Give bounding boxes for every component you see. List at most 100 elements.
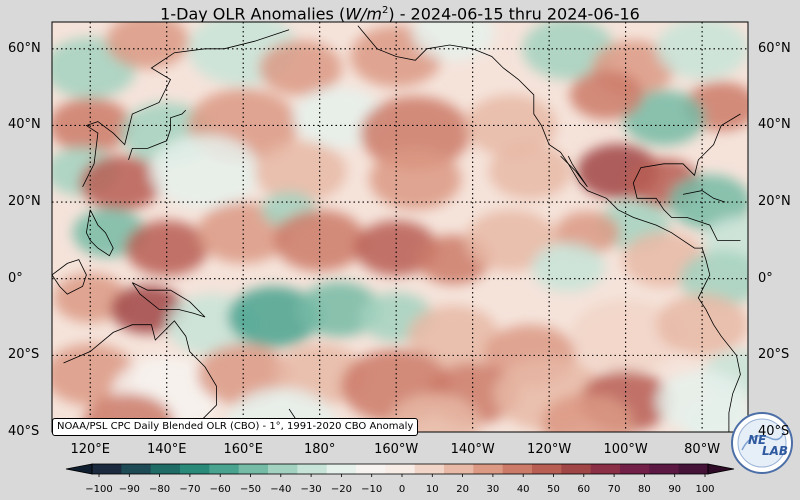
anomaly-blob: [110, 284, 185, 334]
page-title: 1-Day OLR Anomalies (W/m2) - 2024-06-15 …: [0, 0, 800, 24]
colorbar-tick-label: 20: [456, 484, 469, 495]
coastline: [682, 190, 726, 203]
title-unit-exponent: 2: [381, 5, 389, 16]
title-unit: W/m: [345, 4, 382, 24]
colorbar-tick-label: −10: [361, 484, 383, 495]
colorbar-segment: [326, 464, 357, 474]
latitude-label-left: 60°N: [8, 40, 41, 56]
latitude-label-right: 40°N: [758, 117, 791, 133]
colorbar-segment: [590, 464, 621, 474]
coastline: [131, 282, 206, 318]
colorbar-segment: [414, 464, 445, 474]
colorbar-segment: [180, 464, 210, 474]
colorbar-segment: [268, 464, 298, 474]
colorbar-segment: [297, 464, 328, 474]
anomaly-blob: [522, 22, 615, 80]
colorbar-segment: [444, 464, 474, 474]
coastline: [52, 259, 87, 295]
coastline: [560, 155, 588, 188]
longitude-label: 140°W: [450, 442, 495, 457]
noaa-lab-logo: NE LAB: [731, 412, 793, 474]
colorbar-max-arrow: [707, 463, 735, 475]
colorbar-tick-label: 100: [695, 484, 715, 495]
coastline: [632, 113, 741, 241]
anomaly-blob: [541, 393, 634, 432]
anomaly-blob: [369, 148, 462, 210]
colorbar-frame: [91, 463, 709, 475]
latitude-label-right: 20°S: [758, 347, 790, 363]
colorbar-tick-label: −100: [85, 484, 113, 495]
colorbar-segment: [502, 464, 533, 474]
anomaly-blob: [656, 22, 748, 80]
longitude-label: 120°E: [70, 442, 110, 457]
longitude-label: 140°E: [146, 442, 187, 457]
colorbar-tick-label: −80: [149, 484, 171, 495]
colorbar-segment: [473, 464, 504, 474]
anomaly-blob: [465, 209, 557, 272]
anomaly-blob: [273, 209, 366, 272]
colorbar-segment: [121, 464, 152, 474]
coastline: [85, 209, 114, 257]
longitude-label: 180°: [304, 442, 336, 457]
longitude-label: 160°E: [223, 442, 263, 457]
colorbar-segment: [150, 464, 181, 474]
colorbar-tick-label: 30: [486, 484, 500, 495]
longitude-label: 120°W: [527, 442, 572, 457]
coastline: [128, 109, 187, 161]
colorbar-tick-label: −60: [209, 484, 231, 495]
colorbar-segment: [649, 464, 680, 474]
anomaly-blob: [569, 70, 644, 120]
colorbar-tick-label: 90: [668, 484, 682, 495]
colorbar-tick-label: −40: [270, 484, 292, 495]
longitude-label: 80°W: [684, 442, 721, 457]
latitude-label-left: 20°N: [8, 194, 41, 210]
colorbar-tick-label: 10: [425, 484, 439, 495]
logo-swoosh: [741, 431, 785, 451]
colorbar-segment: [209, 464, 240, 474]
data-credit: NOAA/PSL CPC Daily Blended OLR (CBO) - 1…: [52, 418, 419, 436]
logo-text-top: NE: [748, 433, 767, 447]
anomaly-blob: [297, 281, 381, 337]
title-suffix: ) - 2024-06-15 thru 2024-06-16: [388, 4, 640, 24]
latitude-label-right: 20°N: [758, 194, 791, 210]
longitude-label: 160°W: [374, 442, 419, 457]
colorbar: [65, 463, 735, 477]
anomaly-blob: [79, 155, 163, 211]
anomaly-blob: [254, 140, 347, 203]
anomaly-blob: [570, 299, 681, 373]
anomaly-blob: [259, 40, 342, 96]
colorbar-segment: [620, 464, 650, 474]
colorbar-segment: [238, 464, 269, 474]
colorbar-segment: [385, 464, 416, 474]
colorbar-segment: [356, 464, 386, 474]
latitude-label-right: 60°N: [758, 40, 791, 56]
coastline: [63, 320, 217, 425]
colorbar-tick-label: 0: [398, 484, 406, 495]
latitude-label-right: 0°: [758, 270, 773, 286]
anomaly-blob: [407, 305, 500, 367]
coastline: [357, 25, 741, 432]
colorbar-tick-label: −30: [300, 484, 322, 495]
colorbar-tick-label: −70: [179, 484, 201, 495]
anomaly-blob: [149, 134, 261, 209]
anomaly-blob: [531, 242, 605, 292]
logo-inner: [737, 418, 787, 468]
colorbar-segment: [678, 464, 709, 474]
colorbar-segment: [532, 464, 562, 474]
latitude-label-left: 40°S: [8, 424, 40, 439]
anomaly-blob: [488, 143, 572, 200]
latitude-label-left: 20°S: [8, 347, 40, 363]
title-prefix: 1-Day OLR Anomalies (: [160, 4, 346, 24]
colorbar-tick-label: −90: [118, 484, 140, 495]
colorbar-segment: [561, 464, 592, 474]
colorbar-tick-label: −50: [239, 484, 262, 495]
anomaly-blob: [668, 174, 748, 230]
anomaly-blob: [52, 97, 132, 154]
latitude-label-right: 40°S: [758, 424, 790, 439]
colorbar-tick-label: −20: [330, 484, 352, 495]
colorbar-tick-label: 40: [516, 484, 530, 495]
colorbar-tick-label: 70: [607, 484, 621, 495]
colorbar-min-arrow: [65, 463, 93, 475]
anomaly-blob: [412, 22, 495, 62]
